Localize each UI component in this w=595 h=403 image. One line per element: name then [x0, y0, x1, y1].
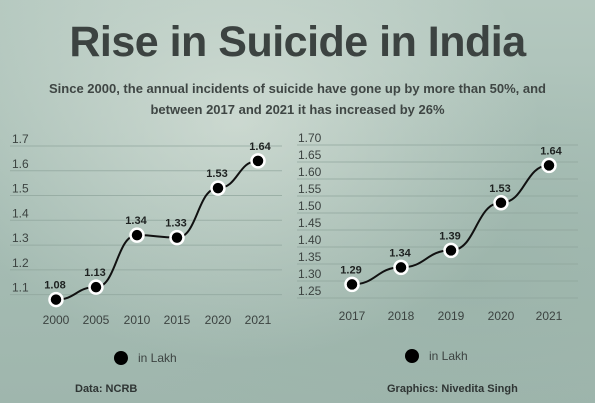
x-tick-label: 2021	[245, 313, 272, 327]
x-tick-label: 2017	[339, 309, 366, 323]
y-tick-label: 1.40	[298, 233, 322, 247]
legend-marker	[114, 351, 128, 365]
data-point	[393, 259, 409, 276]
data-point	[88, 279, 104, 295]
y-tick-label: 1.2	[12, 256, 29, 270]
data-label: 1.39	[439, 230, 460, 242]
y-tick-label: 1.3	[12, 231, 29, 245]
x-tick-label: 2000	[43, 313, 70, 327]
data-label: 1.53	[206, 168, 227, 180]
data-point	[129, 227, 145, 243]
y-tick-label: 1.35	[298, 250, 322, 264]
page-title: Rise in Suicide in India	[69, 18, 526, 66]
data-label: 1.13	[84, 267, 105, 279]
legend-marker	[405, 349, 419, 363]
data-label: 1.34	[389, 247, 411, 259]
x-tick-label: 2019	[438, 309, 465, 323]
data-point	[210, 180, 226, 196]
data-label: 1.33	[165, 218, 186, 230]
data-point	[250, 153, 266, 169]
y-tick-label: 1.7	[12, 132, 29, 146]
y-tick-label: 1.25	[298, 284, 322, 298]
data-label: 1.64	[540, 145, 562, 157]
y-tick-label: 1.65	[298, 148, 322, 162]
y-tick-label: 1.30	[298, 267, 322, 281]
data-label: 1.53	[489, 183, 510, 195]
data-label: 1.29	[340, 264, 361, 276]
chart-1: 1.1 1.2 1.3 1.4 1.5 1.6 1.7 2000 2005 2010 2015 202…	[10, 132, 282, 365]
x-tick-label: 2018	[388, 309, 415, 323]
legend-label: in Lakh	[429, 349, 468, 363]
data-label: 1.34	[125, 215, 147, 227]
graphics-credit: Graphics: Nivedita Singh	[387, 383, 518, 395]
legend-label: in Lakh	[138, 351, 177, 365]
x-tick-label: 2020	[488, 309, 515, 323]
x-tick-label: 2020	[205, 313, 232, 327]
y-tick-label: 1.60	[298, 165, 322, 179]
y-tick-label: 1.4	[12, 206, 29, 220]
page-subtitle: Since 2000, the annual incidents of suic…	[48, 81, 546, 117]
data-label: 1.08	[44, 280, 65, 292]
data-point	[541, 157, 557, 174]
data-label: 1.64	[249, 141, 271, 153]
x-tick-label: 2021	[536, 309, 563, 323]
data-point	[48, 291, 64, 308]
x-tick-label: 2005	[83, 313, 110, 327]
y-tick-label: 1.50	[298, 199, 322, 213]
data-source: Data: NCRB	[75, 383, 138, 395]
y-tick-label: 1.6	[12, 157, 29, 171]
y-tick-label: 1.5	[12, 182, 29, 196]
data-point	[443, 242, 459, 259]
data-point	[344, 276, 360, 293]
data-point	[493, 195, 509, 211]
y-tick-label: 1.55	[298, 182, 322, 196]
series-line	[351, 164, 550, 286]
y-tick-label: 1.70	[298, 131, 322, 145]
data-point	[169, 229, 185, 246]
y-tick-label: 1.1	[12, 281, 29, 295]
x-tick-label: 2010	[124, 313, 151, 327]
x-tick-label: 2015	[164, 313, 191, 327]
y-tick-label: 1.45	[298, 216, 322, 230]
chart-2: 1.25 1.30 1.35 1.40 1.45 1.50 1.55 1.60 1.65 1.70…	[297, 131, 578, 363]
